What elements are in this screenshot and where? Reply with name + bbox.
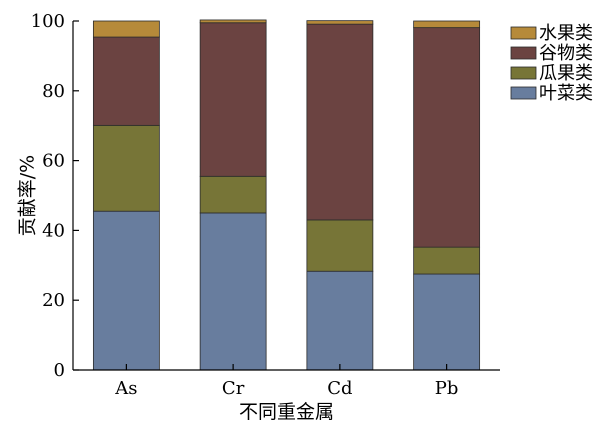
legend-label-水果类: 水果类	[539, 23, 593, 44]
y-axis-title: 贡献率/%	[17, 155, 39, 236]
bar-cr-series-1	[199, 175, 267, 214]
bar-cd-series-1	[306, 219, 374, 272]
y-tick-label-40: 40	[42, 220, 65, 241]
axes-layer: 0 20 40 60 80 100 As Cr Cd Pb	[31, 11, 500, 399]
y-tick-label-20: 20	[42, 290, 65, 311]
x-tick-label-cr: Cr	[222, 378, 245, 399]
y-tick-label-100: 100	[31, 11, 65, 32]
bar-pb-series-2	[413, 27, 481, 248]
bar-cr-series-2	[199, 22, 267, 177]
legend-label-谷物类: 谷物类	[539, 43, 593, 64]
x-axis-title: 不同重金属	[239, 401, 334, 423]
legend-swatch-谷物类	[510, 46, 537, 60]
legend-swatch-叶菜类	[510, 86, 537, 100]
y-tick-label-80: 80	[42, 81, 65, 102]
bar-cr-series-0	[199, 212, 267, 371]
bar-as-series-0	[92, 210, 160, 371]
bar-cd-series-0	[306, 270, 374, 371]
x-tick-label-pb: Pb	[435, 378, 459, 399]
bar-as-series-1	[92, 124, 160, 212]
y-tick-label-60: 60	[42, 151, 65, 172]
legend-swatch-瓜果类	[510, 66, 537, 80]
bar-cr-series-3	[199, 19, 267, 24]
bars-layer	[92, 19, 481, 371]
bar-as-series-3	[92, 20, 160, 38]
x-tick-label-cd: Cd	[327, 378, 352, 399]
bar-cd-series-2	[306, 23, 374, 221]
x-tick-label-as: As	[114, 378, 137, 399]
bar-pb-series-3	[413, 20, 481, 29]
bar-as-series-2	[92, 36, 160, 126]
bar-pb-series-0	[413, 273, 481, 371]
bar-cd-series-3	[306, 20, 374, 25]
y-tick-label-0: 0	[54, 360, 65, 381]
bar-pb-series-1	[413, 246, 481, 275]
legend-label-瓜果类: 瓜果类	[539, 63, 593, 84]
legend-swatch-水果类	[510, 26, 537, 40]
legend-label-叶菜类: 叶菜类	[539, 83, 593, 104]
